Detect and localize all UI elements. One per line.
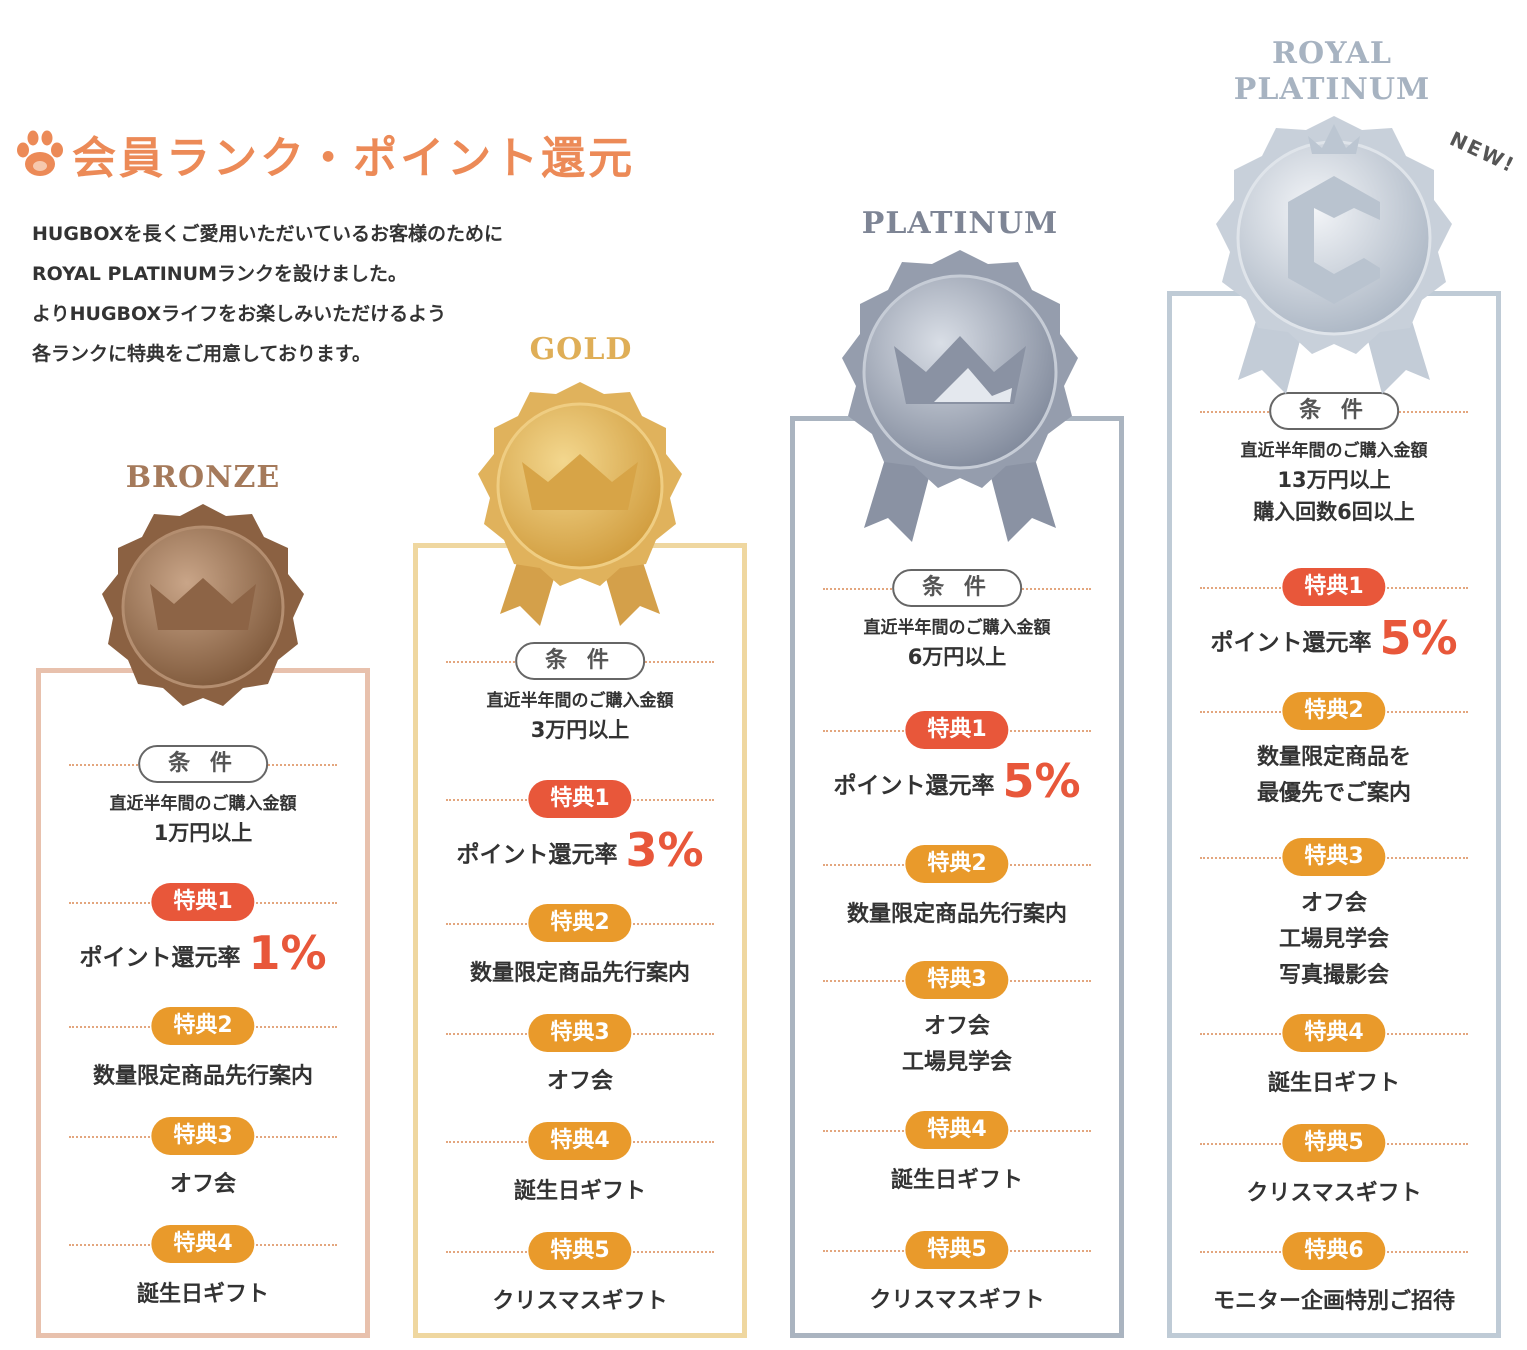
benefit-text: 誕生日ギフト xyxy=(1267,1071,1400,1096)
benefit-label: 特典6 xyxy=(1282,1232,1386,1270)
benefit-text: オフ会 xyxy=(1300,891,1367,916)
condition-amount: 6万円以上 xyxy=(907,645,1007,669)
condition-amount: 13万円以上 xyxy=(1277,468,1391,492)
benefit-label: 特典4 xyxy=(151,1225,255,1263)
tier-card-gold: 条 件 直近半年間のご購入金額 3万円以上 特典1 ポイント還元率 3% 特典2 … xyxy=(413,543,747,1338)
benefit-text: 数量限定商品先行案内 xyxy=(469,961,690,986)
intro-line: よりHUGBOXライフをお楽しみいただけるよう xyxy=(32,303,447,325)
point-rate-value: 1% xyxy=(248,926,327,980)
benefit-text: オフ会 xyxy=(169,1172,236,1197)
benefit-label: 特典4 xyxy=(905,1111,1009,1149)
point-rate-label: ポイント還元率 xyxy=(1210,630,1372,656)
condition-count: 購入回数6回以上 xyxy=(1253,500,1415,524)
benefit-label: 特典2 xyxy=(528,904,632,942)
benefit-text: オフ会 xyxy=(546,1069,613,1094)
benefit-text: クリスマスギフト xyxy=(1246,1181,1422,1206)
benefit-text: クリスマスギフト xyxy=(869,1288,1045,1313)
benefit-label: 特典1 xyxy=(528,780,632,818)
benefit-label: 特典3 xyxy=(151,1117,255,1155)
benefit-label: 特典1 xyxy=(905,711,1009,749)
benefit-text: 工場見学会 xyxy=(901,1050,1012,1075)
benefit-text: モニター企画特別ご招待 xyxy=(1212,1289,1455,1314)
condition-label: 条 件 xyxy=(892,569,1022,607)
paw-icon xyxy=(17,130,63,176)
point-rate-value: 5% xyxy=(1002,754,1081,808)
benefit-text: クリスマスギフト xyxy=(492,1289,668,1314)
point-rate-value: 5% xyxy=(1379,611,1458,665)
condition-text: 直近半年間のご購入金額 xyxy=(863,618,1051,638)
benefit-text: 最優先でご案内 xyxy=(1256,781,1411,806)
benefit-text: 数量限定商品先行案内 xyxy=(92,1064,313,1089)
condition-label: 条 件 xyxy=(138,745,268,783)
condition-label: 条 件 xyxy=(515,642,645,680)
benefit-text: 誕生日ギフト xyxy=(513,1179,646,1204)
condition-text: 直近半年間のご購入金額 xyxy=(1240,441,1428,461)
tier-name-bronze: BRONZE xyxy=(125,460,281,495)
tier-name-royal-platinum: ROYAL PLATINUM xyxy=(1200,36,1464,108)
tier-name-line: PLATINUM xyxy=(1233,72,1431,107)
benefit-label: 特典4 xyxy=(528,1122,632,1160)
section-header: 会員ランク・ポイント還元 xyxy=(14,122,635,186)
point-rate-label: ポイント還元率 xyxy=(456,842,618,868)
bronze-medal-icon xyxy=(102,504,304,706)
condition-amount: 3万円以上 xyxy=(530,718,630,742)
condition-text: 直近半年間のご購入金額 xyxy=(486,691,674,711)
benefit-label: 特典2 xyxy=(1282,692,1386,730)
point-rate-label: ポイント還元率 xyxy=(79,945,241,971)
benefit-text: 誕生日ギフト xyxy=(136,1282,269,1307)
benefit-label: 特典1 xyxy=(1282,568,1386,606)
intro-text: HUGBOXを長くご愛用いただいているお客様のために ROYAL PLATINU… xyxy=(32,214,503,374)
benefit-label: 特典3 xyxy=(1282,838,1386,876)
platinum-medal-icon xyxy=(842,250,1078,542)
tier-card-royal-platinum: 条 件 直近半年間のご購入金額 13万円以上 購入回数6回以上 特典1 ポイント… xyxy=(1167,291,1501,1338)
tier-card-bronze: 条 件 直近半年間のご購入金額 1万円以上 特典1 ポイント還元率 1% 特典2 … xyxy=(36,668,370,1338)
benefit-label: 特典3 xyxy=(528,1014,632,1052)
point-rate-label: ポイント還元率 xyxy=(833,773,995,799)
tier-name-line: ROYAL xyxy=(1272,36,1392,71)
gold-medal-icon xyxy=(478,382,682,626)
benefit-label: 特典5 xyxy=(905,1231,1009,1269)
benefit-label: 特典2 xyxy=(151,1007,255,1045)
tier-name-platinum: PLATINUM xyxy=(861,206,1059,241)
tier-card-platinum: 条 件 直近半年間のご購入金額 6万円以上 特典1 ポイント還元率 5% 特典2 … xyxy=(790,416,1124,1338)
condition-text: 直近半年間のご購入金額 xyxy=(109,794,297,814)
benefit-label: 特典4 xyxy=(1282,1014,1386,1052)
benefit-text: 工場見学会 xyxy=(1278,927,1389,952)
royal-platinum-medal-icon xyxy=(1216,116,1452,394)
intro-line: ROYAL PLATINUMランクを設けました。 xyxy=(32,263,408,285)
condition-amount: 1万円以上 xyxy=(153,821,253,845)
benefit-label: 特典5 xyxy=(1282,1124,1386,1162)
benefit-text: オフ会 xyxy=(923,1014,990,1039)
benefit-label: 特典3 xyxy=(905,961,1009,999)
tier-name-gold: GOLD xyxy=(529,332,633,367)
benefit-text: 写真撮影会 xyxy=(1278,963,1389,988)
benefit-label: 特典5 xyxy=(528,1232,632,1270)
intro-line: 各ランクに特典をご用意しております。 xyxy=(32,343,371,365)
condition-label: 条 件 xyxy=(1269,392,1399,430)
page-title: 会員ランク・ポイント還元 xyxy=(72,133,636,184)
benefit-text: 誕生日ギフト xyxy=(890,1168,1023,1193)
benefit-label: 特典1 xyxy=(151,883,255,921)
benefit-label: 特典2 xyxy=(905,845,1009,883)
benefit-text: 数量限定商品を xyxy=(1256,745,1411,770)
point-rate-value: 3% xyxy=(625,823,704,877)
benefit-text: 数量限定商品先行案内 xyxy=(846,902,1067,927)
intro-line: HUGBOXを長くご愛用いただいているお客様のために xyxy=(32,223,503,245)
